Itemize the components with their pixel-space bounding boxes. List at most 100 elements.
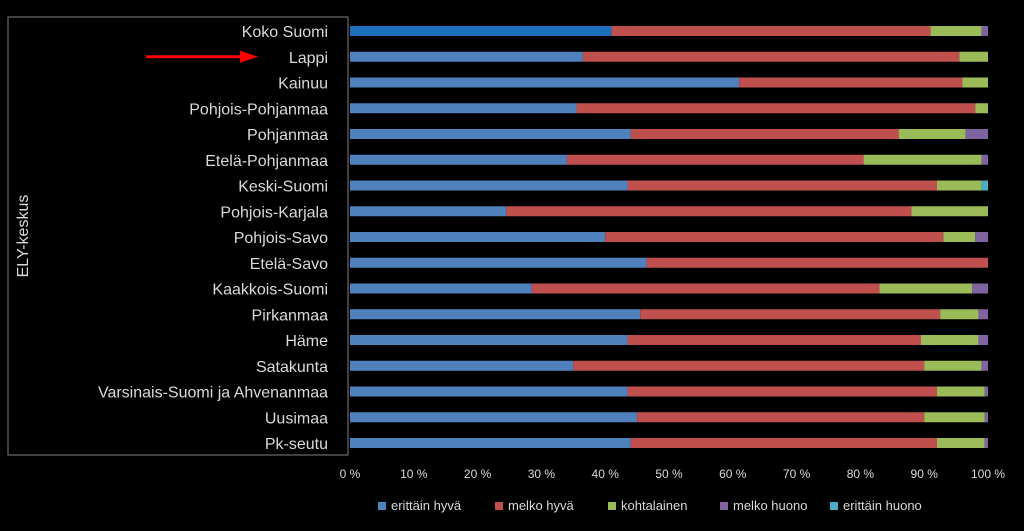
bar-kaakkois-suomi-eritt-in-hyv [350, 283, 532, 294]
bar-pk-seutu-eritt-in-hyv [350, 438, 631, 448]
bar-koko-suomi-eritt-in-hyv [350, 26, 612, 36]
bar-keski-suomi-melko-hyv [627, 180, 937, 191]
bar-pohjois-savo-kohtalainen [943, 232, 976, 242]
bar-varsinais-suomi-ja-ahvenanmaa-kohtalainen [936, 386, 985, 397]
bar-h-me-melko-huono [978, 335, 988, 345]
bar-pirkanmaa-melko-hyv [640, 309, 941, 320]
bar-satakunta-melko-hyv [573, 360, 925, 371]
legend-label-melko-huono: melko huono [733, 498, 807, 513]
bar-varsinais-suomi-ja-ahvenanmaa-eritt-in-hyv [350, 386, 628, 397]
bar-kainuu-eritt-in-hyv [350, 77, 740, 88]
bar-uusimaa-melko-hyv [637, 412, 925, 423]
y-axis-title: ELY-keskus [15, 195, 32, 278]
bar-etel-pohjanmaa-kohtalainen [863, 154, 982, 165]
bar-pirkanmaa-eritt-in-hyv [350, 309, 641, 320]
category-label-keski-suomi: Keski-Suomi [238, 179, 328, 196]
bar-kaakkois-suomi-kohtalainen [879, 283, 973, 294]
bar-pirkanmaa-melko-huono [978, 309, 988, 320]
bar-lappi-eritt-in-hyv [350, 51, 583, 62]
legend-swatch-eritt-in-huono [830, 502, 838, 510]
category-labels: Koko Suomi Lappi Kainuu Pohjois-Pohjanmaa Po… [98, 24, 328, 453]
bar-uusimaa-eritt-in-hyv [350, 412, 638, 423]
bars-group [350, 26, 988, 448]
category-label-pohjois-pohjanmaa: Pohjois-Pohjanmaa [189, 101, 328, 118]
category-label-pohjois-savo: Pohjois-Savo [234, 230, 328, 247]
x-tick-label: 10 % [400, 467, 428, 481]
bar-koko-suomi-kohtalainen [930, 26, 982, 36]
bar-keski-suomi-eritt-in-huono [981, 180, 988, 191]
bar-pirkanmaa-kohtalainen [940, 309, 979, 320]
legend-swatch-melko-huono [720, 502, 728, 510]
bar-pohjois-savo-eritt-in-hyv [350, 232, 606, 242]
bar-h-me-eritt-in-hyv [350, 335, 628, 345]
bar-etel-pohjanmaa-melko-hyv [566, 154, 864, 165]
x-tick-label: 80 % [847, 467, 875, 481]
bar-pohjanmaa-melko-hyv [630, 129, 899, 139]
x-tick-label: 40 % [592, 467, 620, 481]
category-label-varsinais-suomi-ja-ahvenanmaa: Varsinais-Suomi ja Ahvenanmaa [98, 385, 328, 402]
bar-uusimaa-kohtalainen [924, 412, 985, 423]
legend-label-eritt-in-hyv: erittäin hyvä [391, 498, 462, 513]
bar-pohjois-karjala-melko-hyv [506, 206, 912, 217]
category-label-lappi: Lappi [289, 50, 328, 67]
x-tick-labels: 0 % 10 % 20 % 30 % 40 % 50 % 60 % 70 % 80 % 90 % 1… [340, 467, 1006, 481]
bar-koko-suomi-melko-huono [981, 26, 988, 36]
category-label-h-me: Häme [285, 333, 328, 350]
bar-pk-seutu-melko-hyv [630, 438, 937, 448]
bar-keski-suomi-kohtalainen [936, 180, 982, 191]
bar-pk-seutu-melko-huono [984, 438, 988, 448]
bar-varsinais-suomi-ja-ahvenanmaa-melko-huono [984, 386, 988, 397]
highlight-arrow [146, 50, 258, 63]
category-label-pirkanmaa: Pirkanmaa [252, 307, 329, 324]
bar-lappi-melko-hyv [582, 51, 960, 62]
x-tick-label: 20 % [464, 467, 492, 481]
bar-pohjanmaa-melko-huono [965, 129, 988, 139]
bar-satakunta-kohtalainen [924, 360, 982, 371]
bar-kaakkois-suomi-melko-huono [972, 283, 988, 294]
arrow-head [240, 50, 258, 63]
bar-pohjanmaa-kohtalainen [898, 129, 966, 139]
bar-pohjois-pohjanmaa-melko-hyv [576, 103, 976, 114]
bar-kainuu-kohtalainen [962, 77, 988, 88]
category-label-pohjanmaa: Pohjanmaa [247, 127, 328, 144]
bar-satakunta-eritt-in-hyv [350, 360, 574, 371]
bar-keski-suomi-eritt-in-hyv [350, 180, 628, 191]
bar-uusimaa-melko-huono [984, 412, 988, 423]
x-tick-label: 0 % [340, 467, 361, 481]
category-label-pohjois-karjala: Pohjois-Karjala [220, 204, 328, 221]
bar-pohjois-pohjanmaa-eritt-in-hyv [350, 103, 577, 114]
bar-pk-seutu-kohtalainen [936, 438, 985, 448]
legend-swatch-eritt-in-hyv [378, 502, 386, 510]
x-tick-label: 70 % [783, 467, 811, 481]
bar-kaakkois-suomi-melko-hyv [531, 283, 880, 294]
category-label-uusimaa: Uusimaa [265, 410, 328, 427]
bar-etel-pohjanmaa-eritt-in-hyv [350, 154, 567, 165]
legend-label-melko-hyv: melko hyvä [508, 498, 575, 513]
bar-varsinais-suomi-ja-ahvenanmaa-melko-hyv [627, 386, 937, 397]
category-label-pk-seutu: Pk-seutu [265, 436, 328, 453]
bar-etel-pohjanmaa-melko-huono [981, 154, 988, 165]
x-tick-label: 100 % [971, 467, 1005, 481]
x-tick-label: 50 % [655, 467, 683, 481]
legend-swatch-melko-hyv [495, 502, 503, 510]
legend: erittäin hyvä melko hyvä kohtalainen melko … [378, 498, 922, 513]
category-label-etel-pohjanmaa: Etelä-Pohjanmaa [205, 153, 328, 170]
legend-swatch-kohtalainen [608, 502, 616, 510]
bar-pohjois-savo-melko-huono [975, 232, 988, 242]
bar-pohjanmaa-eritt-in-hyv [350, 129, 631, 139]
bar-h-me-kohtalainen [921, 335, 979, 345]
bar-kainuu-melko-hyv [739, 77, 963, 88]
bar-etel-savo-eritt-in-hyv [350, 257, 647, 268]
bar-lappi-kohtalainen [959, 51, 988, 62]
category-label-satakunta: Satakunta [256, 359, 328, 376]
bar-h-me-melko-hyv [627, 335, 922, 345]
x-tick-label: 60 % [719, 467, 747, 481]
bar-pohjois-savo-melko-hyv [605, 232, 944, 242]
category-label-kaakkois-suomi: Kaakkois-Suomi [212, 282, 328, 299]
bar-pohjois-pohjanmaa-kohtalainen [975, 103, 988, 114]
category-label-koko-suomi: Koko Suomi [242, 24, 328, 41]
category-label-etel-savo: Etelä-Savo [250, 256, 328, 273]
legend-label-eritt-in-huono: erittäin huono [843, 498, 922, 513]
bar-pohjois-karjala-eritt-in-hyv [350, 206, 507, 217]
